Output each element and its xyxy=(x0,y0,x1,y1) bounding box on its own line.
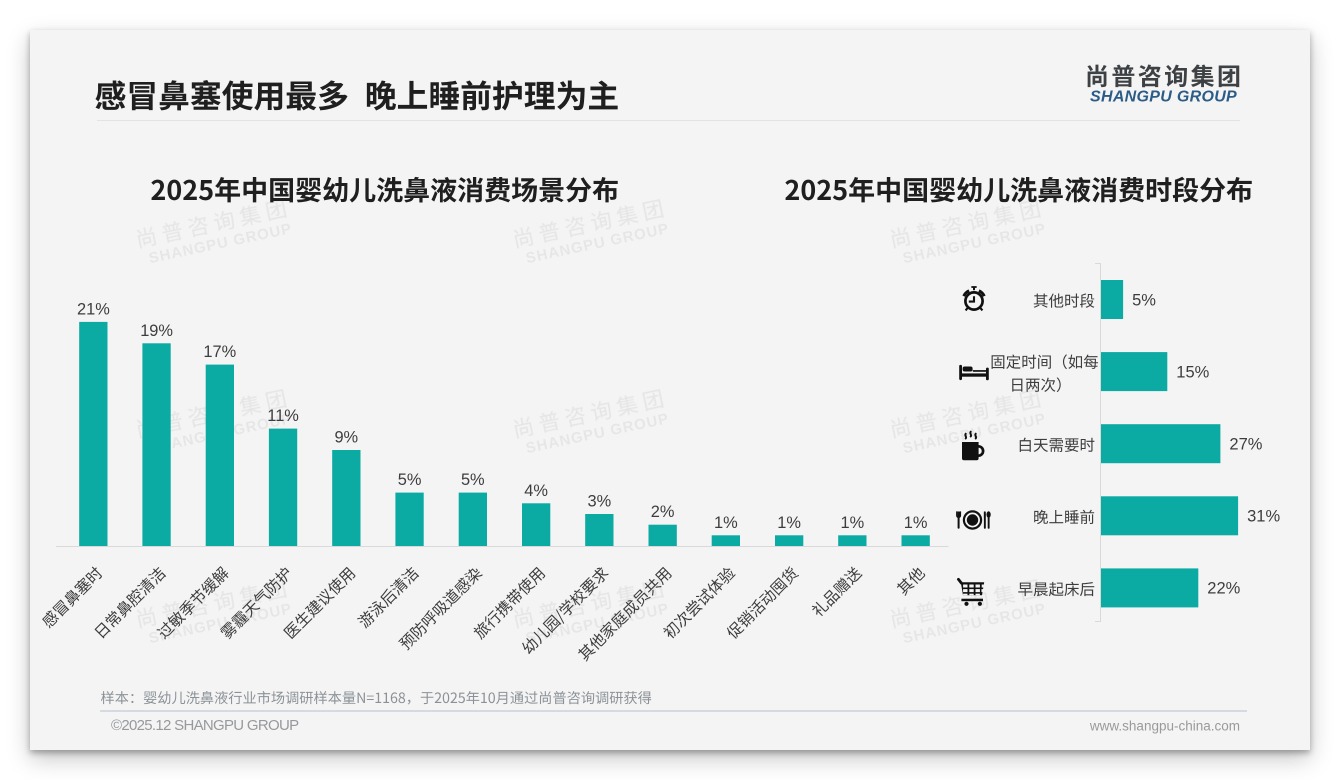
svg-text:5%: 5% xyxy=(398,471,422,489)
svg-text:www.shangpu-china.com: www.shangpu-china.com xyxy=(1089,719,1240,734)
svg-text:3%: 3% xyxy=(588,493,612,511)
svg-text:4%: 4% xyxy=(524,482,548,500)
svg-text:31%: 31% xyxy=(1247,508,1280,526)
svg-text:SHANGPU GROUP: SHANGPU GROUP xyxy=(1090,89,1237,106)
svg-text:19%: 19% xyxy=(140,322,173,340)
svg-text:21%: 21% xyxy=(77,300,110,318)
svg-text:1%: 1% xyxy=(714,514,738,532)
svg-text:22%: 22% xyxy=(1207,580,1240,598)
svg-text:15%: 15% xyxy=(1176,363,1209,381)
svg-text:2%: 2% xyxy=(651,503,675,521)
svg-text:1%: 1% xyxy=(904,514,928,532)
svg-text:5%: 5% xyxy=(461,471,485,489)
svg-text:1%: 1% xyxy=(777,514,801,532)
svg-text:17%: 17% xyxy=(203,343,236,361)
svg-text:5%: 5% xyxy=(1132,291,1156,309)
svg-text:©2025.12 SHANGPU GROUP: ©2025.12 SHANGPU GROUP xyxy=(111,717,299,734)
svg-text:11%: 11% xyxy=(267,407,299,425)
svg-text:1%: 1% xyxy=(841,514,865,532)
svg-text:27%: 27% xyxy=(1229,436,1262,454)
svg-text:9%: 9% xyxy=(334,429,358,447)
